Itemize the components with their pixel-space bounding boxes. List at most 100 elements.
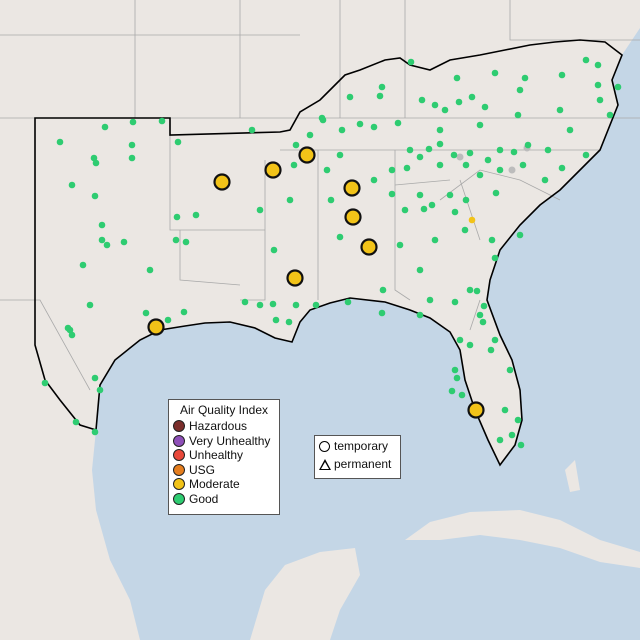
monitor-marker-good[interactable]	[129, 118, 137, 126]
monitor-marker-good[interactable]	[312, 301, 320, 309]
monitor-marker-good[interactable]	[396, 241, 404, 249]
monitor-marker-good[interactable]	[174, 138, 182, 146]
monitor-marker-inactive[interactable]	[456, 153, 464, 161]
monitor-marker-good[interactable]	[416, 191, 424, 199]
monitor-marker-good[interactable]	[336, 233, 344, 241]
monitor-marker-good[interactable]	[401, 206, 409, 214]
monitor-marker-good[interactable]	[476, 311, 484, 319]
monitor-marker-good[interactable]	[450, 151, 458, 159]
monitor-marker-good[interactable]	[492, 189, 500, 197]
monitor-marker-good[interactable]	[519, 161, 527, 169]
monitor-marker-good[interactable]	[451, 298, 459, 306]
monitor-marker-good[interactable]	[327, 196, 335, 204]
monitor-marker-good[interactable]	[41, 379, 49, 387]
monitor-marker-good[interactable]	[306, 131, 314, 139]
monitor-marker-good[interactable]	[436, 126, 444, 134]
monitor-marker-good[interactable]	[292, 141, 300, 149]
monitor-marker-good[interactable]	[86, 301, 94, 309]
monitor-marker-good[interactable]	[416, 153, 424, 161]
monitor-marker-good[interactable]	[496, 146, 504, 154]
monitor-marker-good[interactable]	[336, 151, 344, 159]
monitor-marker-good[interactable]	[582, 56, 590, 64]
monitor-marker-good[interactable]	[453, 374, 461, 382]
monitor-marker-good[interactable]	[468, 93, 476, 101]
monitor-marker-good[interactable]	[388, 166, 396, 174]
monitor-marker-good[interactable]	[96, 386, 104, 394]
monitor-marker-good[interactable]	[594, 61, 602, 69]
monitor-marker-good[interactable]	[72, 418, 80, 426]
monitor-marker-good[interactable]	[182, 238, 190, 246]
monitor-marker-good[interactable]	[290, 161, 298, 169]
monitor-marker-good[interactable]	[388, 190, 396, 198]
monitor-marker-good[interactable]	[270, 246, 278, 254]
monitor-marker-good[interactable]	[558, 71, 566, 79]
monitor-marker-good[interactable]	[416, 266, 424, 274]
monitor-marker-good[interactable]	[496, 436, 504, 444]
monitor-marker-good[interactable]	[56, 138, 64, 146]
monitor-marker-good[interactable]	[79, 261, 87, 269]
monitor-marker-good[interactable]	[269, 300, 277, 308]
monitor-marker-good[interactable]	[172, 236, 180, 244]
monitor-marker-good[interactable]	[173, 213, 181, 221]
monitor-marker-good[interactable]	[285, 318, 293, 326]
monitor-marker-good[interactable]	[248, 126, 256, 134]
monitor-marker-good[interactable]	[356, 120, 364, 128]
monitor-marker-good[interactable]	[476, 121, 484, 129]
monitor-marker-good[interactable]	[146, 266, 154, 274]
monitor-marker-good[interactable]	[370, 176, 378, 184]
monitor-marker-good[interactable]	[68, 181, 76, 189]
monitor-marker-good[interactable]	[510, 148, 518, 156]
monitor-marker-good[interactable]	[64, 324, 72, 332]
monitor-marker-good[interactable]	[420, 205, 428, 213]
monitor-marker-good[interactable]	[466, 341, 474, 349]
monitor-marker-good[interactable]	[344, 298, 352, 306]
monitor-marker-good[interactable]	[453, 74, 461, 82]
monitor-marker-good[interactable]	[286, 196, 294, 204]
monitor-marker-good[interactable]	[407, 58, 415, 66]
monitor-marker-good[interactable]	[541, 176, 549, 184]
monitor-marker-good[interactable]	[451, 208, 459, 216]
monitor-marker-good[interactable]	[68, 331, 76, 339]
monitor-marker-good[interactable]	[158, 117, 166, 125]
monitor-marker-good[interactable]	[480, 302, 488, 310]
monitor-marker-good[interactable]	[466, 286, 474, 294]
monitor-marker-good[interactable]	[594, 81, 602, 89]
monitor-marker-good[interactable]	[98, 236, 106, 244]
monitor-marker-good[interactable]	[496, 166, 504, 174]
monitor-marker-moderate[interactable]	[286, 269, 304, 287]
monitor-marker-good[interactable]	[101, 123, 109, 131]
monitor-marker-good[interactable]	[346, 93, 354, 101]
monitor-marker-good[interactable]	[462, 161, 470, 169]
monitor-marker-good[interactable]	[128, 154, 136, 162]
monitor-marker-good[interactable]	[544, 146, 552, 154]
monitor-marker-good[interactable]	[514, 416, 522, 424]
monitor-marker-good[interactable]	[441, 106, 449, 114]
monitor-marker-good[interactable]	[479, 318, 487, 326]
monitor-marker-good[interactable]	[458, 391, 466, 399]
monitor-marker-good[interactable]	[491, 254, 499, 262]
monitor-marker-moderate[interactable]	[147, 318, 165, 336]
monitor-marker-good[interactable]	[431, 236, 439, 244]
monitor-marker-good[interactable]	[491, 69, 499, 77]
monitor-marker-moderate[interactable]	[467, 401, 485, 419]
monitor-marker-good[interactable]	[378, 309, 386, 317]
monitor-marker-good[interactable]	[516, 231, 524, 239]
monitor-marker-good[interactable]	[379, 286, 387, 294]
monitor-marker-good[interactable]	[418, 96, 426, 104]
monitor-marker-good[interactable]	[128, 141, 136, 149]
monitor-marker-good[interactable]	[92, 159, 100, 167]
monitor-marker-good[interactable]	[614, 83, 622, 91]
monitor-marker-good[interactable]	[428, 201, 436, 209]
monitor-marker-good[interactable]	[370, 123, 378, 131]
monitor-marker-moderate[interactable]	[264, 161, 282, 179]
monitor-marker-good[interactable]	[406, 146, 414, 154]
monitor-marker-good[interactable]	[98, 221, 106, 229]
monitor-marker-good[interactable]	[256, 301, 264, 309]
monitor-marker-good[interactable]	[426, 296, 434, 304]
monitor-marker-good[interactable]	[451, 366, 459, 374]
monitor-marker-good[interactable]	[556, 106, 564, 114]
monitor-marker-good[interactable]	[416, 311, 424, 319]
monitor-marker-good[interactable]	[192, 211, 200, 219]
monitor-marker-good[interactable]	[501, 406, 509, 414]
monitor-marker-good[interactable]	[164, 316, 172, 324]
